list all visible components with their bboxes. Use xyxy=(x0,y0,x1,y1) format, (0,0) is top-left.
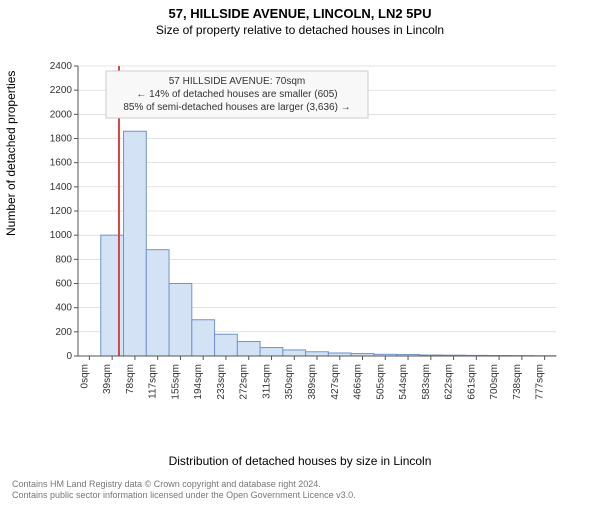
svg-text:738sqm: 738sqm xyxy=(512,364,523,400)
histogram-chart: 0 200 400 600 800 1000 1200 1400 1600 1800 2000 220… xyxy=(48,56,568,416)
svg-text:1400: 1400 xyxy=(50,182,73,193)
svg-text:2200: 2200 xyxy=(50,85,73,96)
footer-line: Contains HM Land Registry data © Crown c… xyxy=(12,479,356,491)
chart-container: 0 200 400 600 800 1000 1200 1400 1600 1800 2000 220… xyxy=(48,56,568,416)
svg-text:39sqm: 39sqm xyxy=(102,364,113,394)
page-title: 57, HILLSIDE AVENUE, LINCOLN, LN2 5PU xyxy=(0,6,600,21)
page-subtitle: Size of property relative to detached ho… xyxy=(0,23,600,37)
svg-text:194sqm: 194sqm xyxy=(193,364,204,400)
histogram-bar xyxy=(260,348,283,356)
svg-text:622sqm: 622sqm xyxy=(444,364,455,400)
svg-text:800: 800 xyxy=(55,254,72,265)
svg-text:466sqm: 466sqm xyxy=(353,364,364,400)
svg-text:350sqm: 350sqm xyxy=(284,364,295,400)
histogram-bar xyxy=(237,342,260,357)
annotation-line: ← 14% of detached houses are smaller (60… xyxy=(136,89,337,100)
svg-text:400: 400 xyxy=(55,303,72,314)
footer-line: Contains public sector information licen… xyxy=(12,490,356,502)
svg-text:1800: 1800 xyxy=(50,134,73,145)
svg-text:1000: 1000 xyxy=(50,230,73,241)
svg-text:661sqm: 661sqm xyxy=(466,364,477,400)
svg-text:155sqm: 155sqm xyxy=(170,364,181,400)
footer-attribution: Contains HM Land Registry data © Crown c… xyxy=(12,479,356,502)
annotation-line: 57 HILLSIDE AVENUE: 70sqm xyxy=(169,76,306,87)
svg-text:233sqm: 233sqm xyxy=(216,364,227,400)
histogram-bar xyxy=(215,334,238,356)
histogram-bar xyxy=(124,131,147,356)
histogram-bar xyxy=(101,235,124,356)
histogram-bar xyxy=(146,250,169,356)
histogram-bar xyxy=(283,350,306,356)
svg-text:505sqm: 505sqm xyxy=(375,364,386,400)
svg-text:311sqm: 311sqm xyxy=(261,364,272,399)
svg-text:777sqm: 777sqm xyxy=(535,364,546,400)
svg-text:700sqm: 700sqm xyxy=(489,364,500,400)
annotation-line: 85% of semi-detached houses are larger (… xyxy=(123,102,350,113)
svg-text:583sqm: 583sqm xyxy=(421,364,432,400)
svg-text:427sqm: 427sqm xyxy=(330,364,341,400)
svg-text:389sqm: 389sqm xyxy=(307,364,318,400)
svg-text:272sqm: 272sqm xyxy=(239,364,250,400)
svg-text:78sqm: 78sqm xyxy=(125,364,136,394)
svg-text:1600: 1600 xyxy=(50,158,73,169)
svg-text:544sqm: 544sqm xyxy=(398,364,409,400)
x-axis-label: Distribution of detached houses by size … xyxy=(0,454,600,468)
y-axis-label: Number of detached properties xyxy=(4,71,18,236)
histogram-bar xyxy=(192,320,215,356)
svg-text:600: 600 xyxy=(55,279,72,290)
svg-text:0: 0 xyxy=(66,351,72,362)
svg-text:200: 200 xyxy=(55,327,72,338)
svg-text:2400: 2400 xyxy=(50,61,73,72)
svg-text:1200: 1200 xyxy=(50,206,73,217)
svg-text:117sqm: 117sqm xyxy=(148,364,159,399)
svg-text:2000: 2000 xyxy=(50,109,73,120)
histogram-bar xyxy=(169,284,192,357)
svg-text:0sqm: 0sqm xyxy=(79,364,90,388)
histogram-bar xyxy=(306,352,329,356)
